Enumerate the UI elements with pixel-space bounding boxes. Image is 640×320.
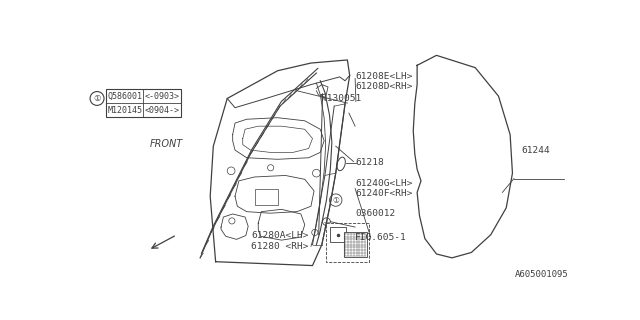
Text: 61244: 61244 [522, 146, 550, 155]
Text: 61208D<RH>: 61208D<RH> [355, 82, 413, 91]
Text: A605001095: A605001095 [515, 270, 568, 279]
Text: ①: ① [332, 196, 339, 204]
Text: 61208E<LH>: 61208E<LH> [355, 72, 413, 81]
Bar [330, 227, 346, 243]
Text: W130051: W130051 [321, 94, 361, 103]
Text: 61240F<RH>: 61240F<RH> [355, 189, 413, 198]
Text: M120145: M120145 [108, 106, 143, 115]
Text: FIG.605-1: FIG.605-1 [355, 234, 407, 243]
Text: 0360012: 0360012 [355, 209, 396, 218]
Text: ①: ① [93, 94, 101, 103]
Bar [326, 223, 369, 262]
Text: 61240G<LH>: 61240G<LH> [355, 179, 413, 188]
Bar [344, 232, 367, 257]
Bar [106, 89, 180, 117]
Text: <-0903>: <-0903> [145, 92, 180, 101]
Text: Q586001: Q586001 [108, 92, 143, 101]
Text: 61280A<LH>: 61280A<LH> [251, 231, 308, 240]
Text: 61280 <RH>: 61280 <RH> [251, 242, 308, 251]
Text: 61218: 61218 [355, 158, 384, 167]
Text: FRONT: FRONT [150, 139, 182, 149]
Text: <0904->: <0904-> [145, 106, 180, 115]
Bar [255, 188, 278, 205]
